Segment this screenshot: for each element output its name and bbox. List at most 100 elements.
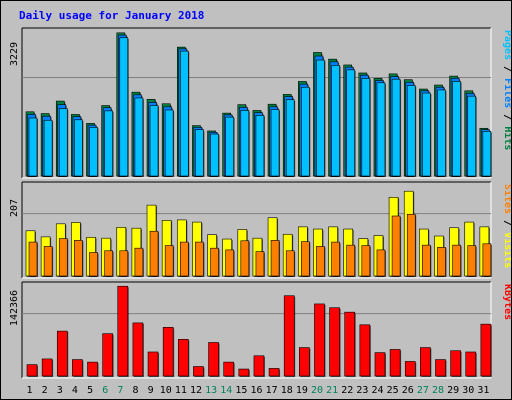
pages-bar-1 [28,117,38,177]
pages-bar-2 [43,119,53,177]
kbytes-bar-23 [359,324,371,377]
x-tick-label-1: 1 [27,385,33,396]
pages-bar-19 [301,86,310,177]
x-tick-label-29: 29 [447,385,459,396]
pages-bar-23 [361,78,371,177]
kbytes-bar-30 [465,351,477,377]
pages-bar-11 [179,50,189,177]
sites-bar-22 [346,244,356,277]
x-tick-label-4: 4 [72,385,78,396]
kbytes-bar-3 [56,330,68,377]
sites-bar-12 [195,241,204,277]
pages-bar-27 [422,92,431,177]
x-tick-label-3: 3 [57,385,63,396]
pages-bar-10 [164,109,174,177]
x-tick-label-7: 7 [117,385,123,396]
pages-bar-4 [74,119,83,177]
kbytes-bar-16 [253,355,265,377]
x-tick-label-20: 20 [311,385,323,396]
kbytes-bar-26 [404,361,416,377]
sites-bar-9 [149,230,159,277]
x-tick-label-22: 22 [341,385,353,396]
sites-bar-29 [452,244,461,277]
sites-bar-25 [391,215,401,277]
panel-kbytes-legend: KBytes [502,284,511,320]
pages-bar-30 [467,95,477,177]
kbytes-bar-18 [283,295,295,377]
x-tick-label-14: 14 [220,385,232,396]
sites-bar-8 [134,247,144,277]
x-tick-label-30: 30 [462,385,474,396]
x-tick-label-2: 2 [42,385,48,396]
panel-visits-sites-legend-visits: Visits [502,232,511,268]
x-tick-label-25: 25 [387,385,399,396]
sites-bar-1 [28,241,38,277]
kbytes-bar-13 [208,342,219,377]
pages-bar-14 [225,116,234,177]
kbytes-bar-29 [450,350,461,377]
pages-bar-7 [119,37,129,177]
sites-bar-23 [361,245,371,277]
x-tick-label-15: 15 [235,385,247,396]
pages-bar-5 [89,127,98,177]
kbytes-bar-27 [420,347,431,377]
sites-bar-2 [43,246,53,277]
sites-bar-5 [89,252,98,277]
kbytes-bar-19 [299,347,310,377]
sites-bar-26 [406,213,416,277]
kbytes-bar-24 [374,352,386,377]
kbytes-bar-6 [102,333,113,377]
panel-visits-sites-legend-sites: Sites [502,184,511,214]
panel-hits-files-pages-legend-pages: Pages [502,30,511,60]
x-tick-label-9: 9 [148,385,154,396]
pages-bar-29 [452,81,461,177]
sites-bar-15 [240,240,250,277]
kbytes-bar-21 [329,307,340,377]
pages-bar-9 [149,105,159,177]
pages-bar-12 [195,129,204,177]
panel-kbytes-ymax-label: 142366 [9,290,20,326]
kbytes-bar-7 [117,285,129,377]
kbytes-bar-10 [162,327,174,377]
x-tick-label-6: 6 [102,385,108,396]
pages-bar-28 [437,89,446,177]
sites-bar-20 [316,246,325,277]
kbytes-bar-5 [87,361,98,377]
x-tick-label-13: 13 [205,385,217,396]
kbytes-bar-2 [41,358,53,377]
x-tick-label-28: 28 [432,385,444,396]
x-tick-label-18: 18 [281,385,293,396]
sites-bar-21 [331,241,340,277]
pages-bar-13 [210,133,219,177]
sites-bar-17 [270,240,280,277]
panel-visits-sites-legend: Sites / Visits [502,184,511,268]
x-tick-label-11: 11 [175,385,187,396]
x-tick-label-8: 8 [132,385,138,396]
kbytes-bar-31 [480,323,492,377]
kbytes-bar-28 [435,359,446,377]
chart-title: Daily usage for January 2018 [19,9,204,22]
sites-bar-24 [376,249,386,277]
kbytes-bar-14 [223,361,234,377]
sites-bar-27 [422,244,431,277]
x-tick-label-5: 5 [87,385,93,396]
kbytes-bar-12 [193,366,204,377]
sites-bar-16 [255,251,265,277]
x-tick-label-17: 17 [266,385,278,396]
kbytes-bar-8 [132,322,144,377]
sites-bar-19 [301,241,310,277]
panel-hits-files-pages-legend-separator: / [502,108,511,126]
x-tick-label-27: 27 [417,385,429,396]
sites-bar-30 [467,245,477,277]
sites-bar-31 [482,243,492,277]
pages-bar-15 [240,110,250,177]
sites-bar-10 [164,245,174,277]
sites-bar-28 [437,247,446,277]
pages-bar-18 [285,99,295,177]
kbytes-bar-22 [344,311,356,377]
pages-bar-26 [406,85,416,177]
sites-bar-6 [104,250,113,277]
sites-bar-13 [210,247,219,277]
panel-visits-sites-ymax-label: 207 [9,199,20,217]
